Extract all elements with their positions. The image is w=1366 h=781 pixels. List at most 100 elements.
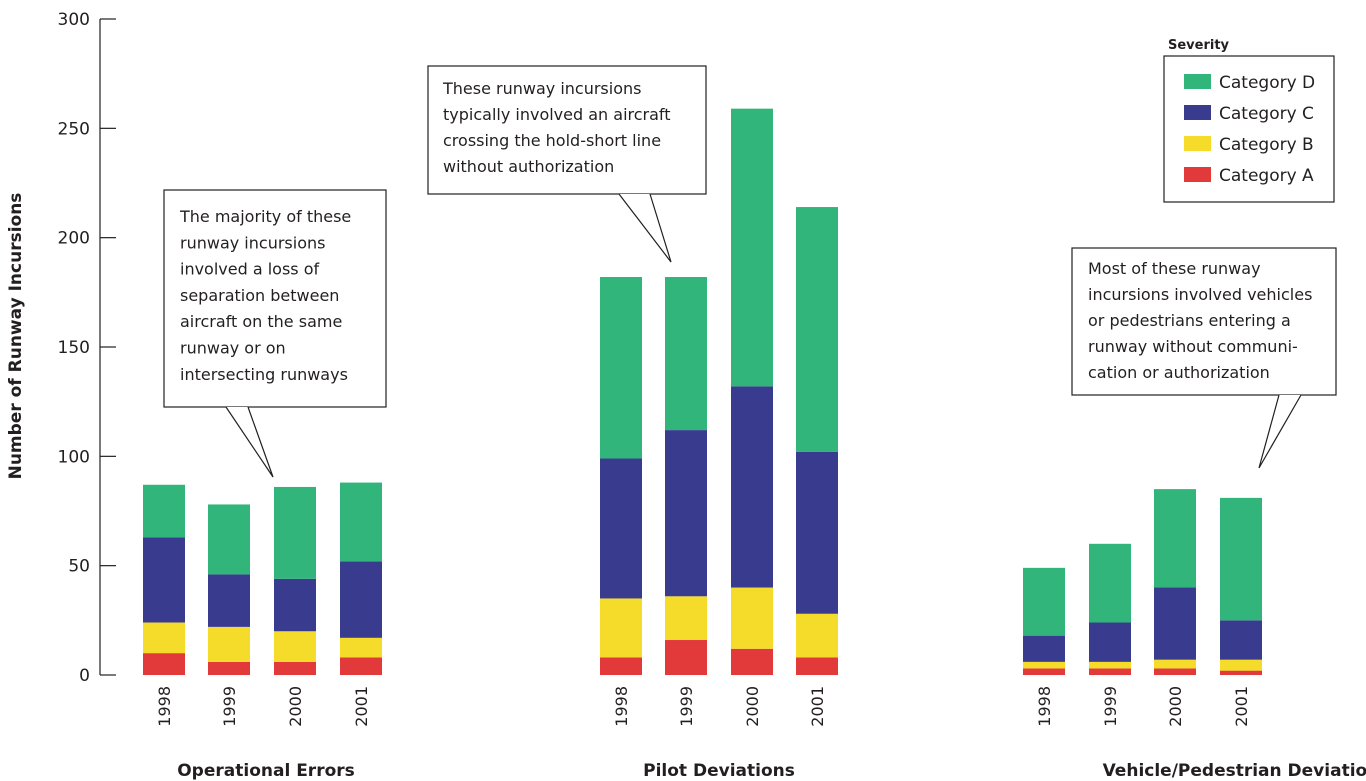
bar-segment-category-c (665, 430, 707, 597)
callout-text-line: crossing the hold-short line (443, 131, 661, 150)
bar-segment-category-b (208, 626, 250, 662)
y-tick-label: 200 (58, 229, 90, 249)
bar-segment-category-d (340, 482, 382, 562)
x-tick-label: 1999 (220, 686, 239, 727)
x-tick-label: 2001 (808, 686, 827, 727)
callout-text-line: or pedestrians entering a (1088, 311, 1291, 330)
bar-segment-category-a (600, 657, 642, 675)
bar-segment-category-d (208, 504, 250, 575)
bar-segment-category-d (600, 277, 642, 459)
bar-segment-category-b (1154, 659, 1196, 669)
legend-label: Category A (1219, 166, 1314, 186)
legend-label: Category C (1219, 104, 1314, 124)
bar-segment-category-c (1220, 620, 1262, 660)
bar-segment-category-c (796, 451, 838, 614)
callout-text-line: aircraft on the same (180, 312, 342, 331)
bar-segment-category-a (731, 648, 773, 675)
y-tick-label: 250 (58, 119, 90, 139)
bar-segment-category-d (665, 277, 707, 431)
x-tick-label: 2000 (1166, 686, 1185, 727)
bar-segment-category-d (1154, 489, 1196, 588)
y-axis: 0 50 100 150 200 250 300 Number of Runway Incur… (6, 10, 116, 686)
callout-text-line: runway or on (180, 339, 286, 358)
callout-box (427, 65, 707, 195)
bar-segment-category-b (340, 637, 382, 658)
bar-segment-category-d (731, 108, 773, 387)
callout-text-line: incursions involved vehicles (1088, 285, 1312, 304)
bar-segment-category-b (731, 587, 773, 649)
bar-segment-category-b (1089, 661, 1131, 669)
bar-segment-category-c (274, 578, 316, 632)
group-label: Operational Errors (177, 761, 355, 781)
x-labels: 1998 1999 2000 2001 Operational Errors 1998 19… (155, 686, 1366, 781)
bar-segment-category-c (340, 561, 382, 638)
bar-segment-category-d (143, 484, 185, 538)
callout-2: Most of these runway incursions involved … (1071, 247, 1337, 469)
callout-box (163, 189, 387, 408)
group-label: Vehicle/Pedestrian Deviations (1103, 761, 1366, 781)
x-tick-label: 2000 (743, 686, 762, 727)
legend-swatch-category-d (1184, 74, 1211, 89)
y-axis-title: Number of Runway Incursions (6, 193, 26, 480)
y-tick-label: 150 (58, 338, 90, 358)
callouts: The majority of these runway incursions in… (163, 65, 1337, 478)
bar-segment-category-b (1220, 659, 1262, 671)
y-tick-label: 50 (68, 557, 90, 577)
bar-segment-category-c (1089, 622, 1131, 662)
bar-segment-category-c (143, 537, 185, 623)
callout-text-line: separation between (180, 286, 339, 305)
callout-tail (1258, 394, 1302, 469)
bar-segment-category-c (208, 574, 250, 627)
bar-segment-category-b (274, 631, 316, 662)
legend-swatch-category-c (1184, 105, 1211, 120)
x-tick-label: 1998 (155, 686, 174, 727)
bar-segment-category-b (1023, 661, 1065, 669)
legend-swatch-category-b (1184, 136, 1211, 151)
legend: Severity Category D Category C Category B Ca… (1163, 38, 1335, 203)
bar-segment-category-a (1023, 668, 1065, 675)
callout-0: The majority of these runway incursions in… (163, 189, 387, 478)
bars (143, 108, 1262, 675)
callout-text-line: These runway incursions (442, 79, 641, 98)
callout-box (1071, 247, 1337, 396)
callout-text-line: runway without communi- (1088, 337, 1298, 356)
x-tick-label: 2000 (286, 686, 305, 727)
x-tick-label: 1999 (677, 686, 696, 727)
x-tick-label: 1998 (1035, 686, 1054, 727)
group-label: Pilot Deviations (643, 761, 795, 781)
bar-segment-category-c (1023, 635, 1065, 662)
bar-segment-category-d (274, 486, 316, 579)
callout-text-line: The majority of these (179, 207, 351, 226)
callout-text-line: cation or authorization (1088, 363, 1270, 382)
bar-segment-category-b (796, 613, 838, 658)
bar-segment-category-d (796, 207, 838, 452)
bar-segment-category-d (1023, 567, 1065, 636)
bar-segment-category-a (1089, 668, 1131, 675)
bar-segment-category-a (143, 653, 185, 675)
bar-segment-category-a (1154, 668, 1196, 675)
y-tick-label: 100 (58, 447, 90, 467)
bar-segment-category-d (1089, 543, 1131, 623)
legend-swatch-category-a (1184, 167, 1211, 182)
callout-text-line: runway incursions (180, 233, 325, 252)
legend-label: Category B (1219, 135, 1314, 155)
bar-segment-category-c (731, 386, 773, 588)
callout-text-line: intersecting runways (180, 365, 348, 384)
bar-segment-category-a (1220, 670, 1262, 675)
legend-label: Category D (1219, 73, 1315, 93)
callout-tail (225, 406, 274, 478)
bar-segment-category-b (143, 622, 185, 654)
bar-segment-category-b (665, 596, 707, 641)
x-tick-label: 1998 (612, 686, 631, 727)
bar-segment-category-a (208, 661, 250, 675)
x-tick-label: 2001 (352, 686, 371, 727)
callout-text-line: without authorization (443, 157, 614, 176)
bar-segment-category-d (1220, 497, 1262, 621)
bar-segment-category-a (274, 661, 316, 675)
y-tick-label: 300 (58, 10, 90, 30)
y-tick-label: 0 (79, 666, 90, 686)
callout-1: These runway incursions typically involve… (427, 65, 707, 263)
bar-segment-category-b (600, 598, 642, 658)
bar-segment-category-a (796, 657, 838, 675)
